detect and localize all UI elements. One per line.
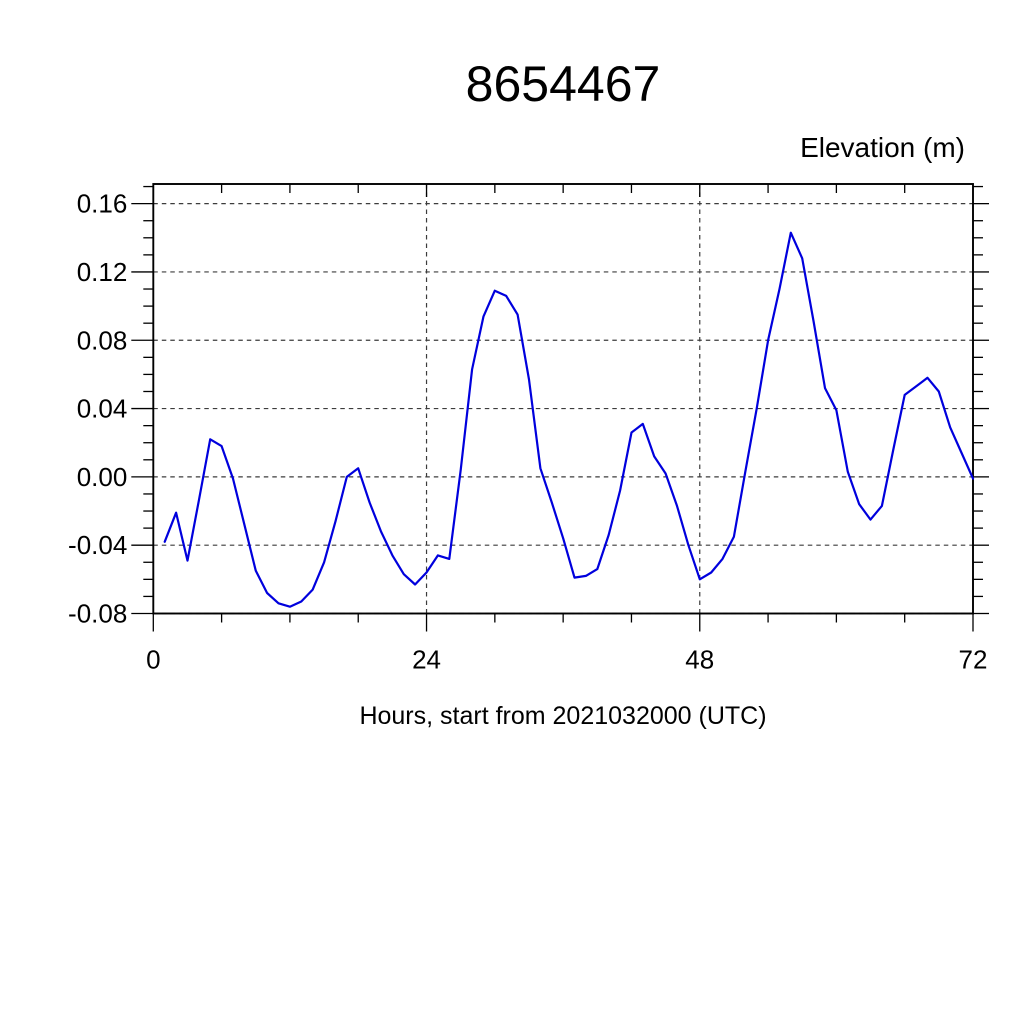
x-axis-title: Hours, start from 2021032000 (UTC) (359, 702, 767, 730)
data-line-elevation_m (163, 231, 975, 608)
y-tick-label-0.08: 0.08 (77, 325, 128, 355)
x-tick-label-48: 48 (685, 645, 714, 675)
y-tick-label-0.04: 0.04 (77, 394, 128, 424)
x-tick-label-0: 0 (146, 645, 160, 675)
plot-frame (152, 183, 974, 615)
y-tick-label--0.04: -0.04 (68, 530, 127, 560)
chart-title: 8654467 (465, 56, 661, 112)
y-tick-label--0.08: -0.08 (68, 599, 127, 629)
y-tick-labels: 0.16 0.12 0.08 0.04 0.00 -0.04 -0.08 (68, 189, 127, 629)
y-axis-title: Elevation (m) (800, 132, 965, 163)
y-tick-label-0.00: 0.00 (77, 462, 128, 492)
x-tick-labels: 0 24 48 72 (146, 645, 987, 675)
y-tick-label-0.16: 0.16 (77, 189, 128, 219)
y-tick-label-0.12: 0.12 (77, 257, 128, 287)
x-tick-label-24: 24 (412, 645, 441, 675)
x-tick-label-72: 72 (959, 645, 988, 675)
grid-lines (153, 184, 973, 615)
axis-ticks (131, 184, 989, 632)
